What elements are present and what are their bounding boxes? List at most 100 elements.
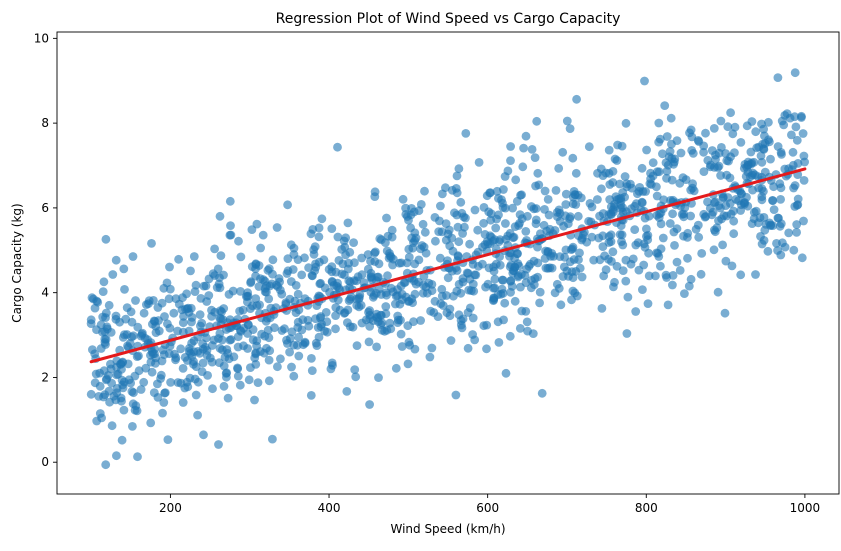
scatter-point: [387, 225, 397, 235]
scatter-point: [622, 329, 632, 338]
scatter-point: [498, 289, 508, 298]
scatter-point: [709, 123, 719, 133]
scatter-point: [437, 284, 447, 294]
scatter-point: [637, 163, 647, 173]
scatter-point: [350, 258, 359, 268]
scatter-point: [654, 137, 664, 147]
scatter-point: [435, 216, 444, 226]
scatter-point: [101, 460, 111, 470]
scatter-point: [751, 270, 760, 279]
scatter-point: [725, 173, 735, 183]
scatter-point: [251, 271, 260, 281]
scatter-point: [383, 271, 392, 281]
scatter-point: [149, 316, 159, 326]
scatter-point: [365, 400, 374, 409]
scatter-point: [635, 183, 645, 192]
scatter-point: [799, 176, 809, 185]
scatter-point: [252, 341, 261, 351]
scatter-point: [729, 216, 739, 226]
scatter-point: [630, 225, 640, 235]
scatter-point: [171, 355, 180, 365]
scatter-point: [577, 272, 587, 282]
regression-line: [89, 167, 807, 364]
scatter-point: [277, 289, 287, 299]
scatter-point: [501, 234, 511, 244]
scatter-point: [722, 211, 731, 221]
scatter-point: [197, 318, 207, 328]
scatter-point: [264, 376, 274, 386]
scatter-point: [198, 358, 208, 368]
scatter-point: [514, 261, 524, 271]
scatter-point: [514, 221, 523, 230]
scatter-point: [100, 390, 110, 400]
scatter-point: [340, 308, 350, 318]
scatter-point: [736, 138, 746, 147]
scatter-point: [212, 283, 222, 292]
scatter-point: [446, 336, 456, 345]
scatter-point: [160, 312, 169, 321]
scatter-point: [716, 171, 725, 180]
scatter-point: [506, 287, 515, 297]
scatter-point: [631, 240, 641, 250]
y-axis-label: Cargo Capacity (kg): [10, 203, 24, 322]
scatter-point: [787, 130, 796, 140]
scatter-point: [684, 281, 694, 291]
scatter-point: [264, 264, 274, 273]
scatter-point: [129, 388, 138, 398]
scatter-point: [725, 199, 735, 208]
scatter-point: [617, 141, 627, 151]
scatter-point: [468, 279, 478, 289]
scatter-point: [443, 273, 453, 283]
scatter-point: [642, 224, 651, 234]
scatter-point: [543, 247, 553, 257]
scatter-point: [422, 288, 432, 298]
scatter-point: [530, 153, 540, 163]
scatter-point: [521, 227, 531, 236]
scatter-point: [478, 259, 487, 269]
scatter-point: [160, 388, 170, 398]
scatter-point: [100, 334, 110, 344]
scatter-point: [289, 371, 299, 381]
scatter-point: [96, 320, 106, 330]
scatter-point: [234, 236, 243, 246]
scatter-point: [370, 257, 380, 266]
scatter-point: [759, 213, 769, 222]
scatter-point: [229, 352, 239, 362]
x-tick-label: 200: [159, 501, 182, 515]
scatter-point: [640, 76, 649, 86]
scatter-point: [789, 245, 799, 255]
scatter-point: [699, 141, 709, 151]
scatter-point: [408, 243, 418, 253]
scatter-point: [189, 359, 198, 369]
scatter-point: [442, 291, 451, 300]
scatter-point: [186, 266, 195, 276]
scatter-point: [331, 303, 341, 312]
scatter-point: [149, 388, 159, 397]
scatter-point: [790, 181, 800, 190]
scatter-point: [293, 289, 303, 299]
scatter-point: [398, 194, 408, 204]
scatter-point: [499, 315, 508, 325]
scatter-point: [395, 299, 405, 309]
scatter-point: [523, 326, 532, 336]
scatter-point: [643, 299, 653, 308]
scatter-point: [280, 324, 289, 334]
scatter-point: [516, 190, 525, 200]
scatter-point: [463, 308, 473, 317]
scatter-point: [535, 298, 544, 308]
plot-area-frame: [56, 31, 840, 495]
scatter-point: [608, 247, 618, 257]
scatter-point: [508, 203, 517, 213]
scatter-point: [597, 304, 607, 313]
scatter-point: [773, 142, 783, 151]
scatter-point: [470, 205, 480, 215]
scatter-point: [118, 380, 127, 390]
scatter-point: [474, 158, 484, 167]
scatter-point: [420, 186, 429, 196]
scatter-point: [221, 369, 231, 378]
scatter-point: [388, 260, 397, 270]
scatter-point: [246, 363, 255, 372]
scatter-point: [96, 344, 106, 353]
scatter-point: [253, 378, 263, 387]
scatter-point: [268, 434, 277, 444]
